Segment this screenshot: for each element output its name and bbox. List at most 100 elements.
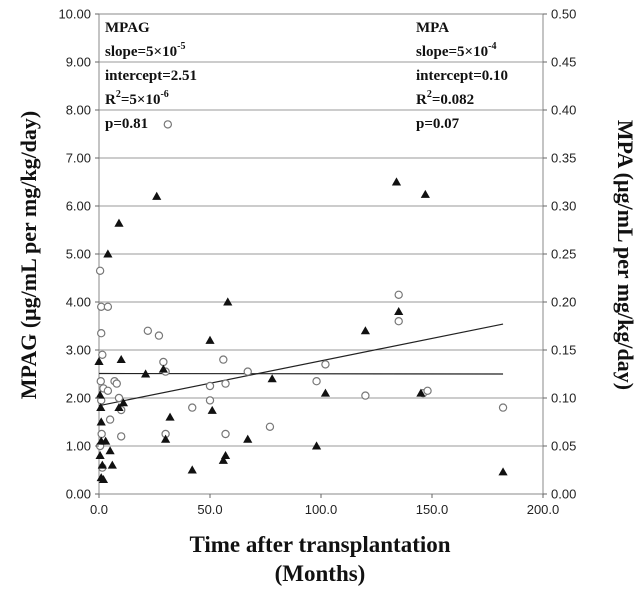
annotation-mpa-r2: R2=0.082 xyxy=(416,89,474,108)
mpa-point xyxy=(158,364,168,373)
mpag-point xyxy=(95,266,105,275)
mpag-point xyxy=(312,377,321,386)
mpa-point xyxy=(311,441,322,450)
mpag-point xyxy=(221,379,230,388)
mpa-point xyxy=(220,451,231,460)
mpa-point xyxy=(101,436,111,445)
mpag-point xyxy=(163,120,173,129)
annotation-mpag-r2: R2=5×10-6 xyxy=(105,89,169,108)
y-right-tick-label: 0.05 xyxy=(551,439,576,454)
y-right-tick-label: 0.10 xyxy=(551,391,576,406)
mpag-point xyxy=(103,386,113,395)
mpag-point xyxy=(98,350,107,359)
y-left-tick-label: 6.00 xyxy=(66,199,91,214)
y-right-tick-label: 0.15 xyxy=(551,343,576,358)
mpag-point xyxy=(105,415,115,424)
mpag-point xyxy=(188,403,197,412)
y-right-tick-label: 0.20 xyxy=(551,295,576,310)
mpa-point xyxy=(141,369,151,378)
mpa-point xyxy=(207,405,217,414)
mpag-point xyxy=(205,396,215,405)
mpag-point xyxy=(321,360,330,369)
y-left-tick-label: 5.00 xyxy=(66,247,91,262)
mpa-point xyxy=(391,177,402,186)
annotation-mpa-name: MPA xyxy=(416,20,449,36)
mpa-point xyxy=(161,434,171,443)
mpa-point xyxy=(103,249,113,258)
mpag-point xyxy=(423,386,432,395)
y-left-tick-label: 1.00 xyxy=(66,439,91,454)
annotation-mpa-slope: slope=5×10-4 xyxy=(416,41,496,60)
mpag-point xyxy=(394,290,403,299)
trendline-mpa xyxy=(98,323,504,407)
mpag-point xyxy=(112,379,121,388)
y-left-tick-label: 0.00 xyxy=(66,487,91,502)
annotation-mpa-intercept: intercept=0.10 xyxy=(416,68,508,84)
mpag-point xyxy=(394,317,403,326)
y-left-tick-label: 3.00 xyxy=(66,343,91,358)
annotation-mpag-intercept: intercept=2.51 xyxy=(105,68,197,84)
y-left-tick-label: 7.00 xyxy=(66,151,91,166)
mpag-point xyxy=(116,432,126,441)
mpa-point xyxy=(360,326,370,335)
x-tick-label: 150.0 xyxy=(416,502,449,517)
mpa-point xyxy=(96,403,106,412)
x-tick-label: 200.0 xyxy=(527,502,560,517)
mpag-point xyxy=(265,422,275,431)
mpag-point xyxy=(361,391,370,400)
y-right-tick-label: 0.00 xyxy=(551,487,576,502)
mpa-point xyxy=(95,390,105,399)
y-right-tick-label: 0.30 xyxy=(551,199,576,214)
y-right-tick-label: 0.45 xyxy=(551,55,576,70)
y-left-tick-label: 10.00 xyxy=(58,7,91,22)
x-tick-label: 50.0 xyxy=(197,502,222,517)
y-left-tick-label: 4.00 xyxy=(66,295,91,310)
mpag-point xyxy=(96,377,105,386)
mpag-point xyxy=(97,429,106,439)
annotation-mpag-name: MPAG xyxy=(105,20,150,36)
mpa-point xyxy=(320,388,331,397)
y-right-tick-label: 0.25 xyxy=(551,247,576,262)
y-left-tick-label: 8.00 xyxy=(66,103,91,118)
x-axis-title-line2: (Months) xyxy=(275,561,366,586)
mpa-point xyxy=(243,434,253,443)
mpag-point xyxy=(221,429,230,439)
mpa-point xyxy=(94,356,104,365)
y-axis-title-right: MPA (μg/mL per mg/kg/day) xyxy=(613,120,638,390)
mpa-point xyxy=(114,403,124,412)
y-right-tick-label: 0.40 xyxy=(551,103,576,118)
mpa-point xyxy=(105,446,115,455)
mpa-point xyxy=(223,297,233,306)
annotation-mpag: MPAG slope=5×10-5 intercept=2.51 R2=5×10… xyxy=(105,20,197,132)
annotation-mpag-slope: slope=5×10-5 xyxy=(105,41,185,60)
mpa-point xyxy=(498,467,508,476)
y-left-tick-label: 9.00 xyxy=(66,55,91,70)
y-left-tick-label: 2.00 xyxy=(66,391,91,406)
annotation-mpa: MPA slope=5×10-4 intercept=0.10 R2=0.082… xyxy=(416,20,508,132)
mpa-point xyxy=(394,307,404,316)
series-mpag-points xyxy=(95,120,508,472)
mpag-point xyxy=(159,357,168,367)
mpag-point xyxy=(114,393,124,403)
mpa-point xyxy=(114,218,124,227)
x-axis-title-line1: Time after transplantation xyxy=(189,532,450,557)
series-mpa-points xyxy=(94,177,508,484)
mpag-point xyxy=(97,329,106,338)
mpag-point xyxy=(219,355,228,364)
mpa-point xyxy=(218,455,228,464)
mpa-point xyxy=(107,460,117,469)
mpa-point xyxy=(118,398,129,407)
y-right-tick-label: 0.50 xyxy=(551,7,576,22)
mpag-point xyxy=(143,326,153,335)
x-tick-label: 100.0 xyxy=(305,502,338,517)
mpag-point xyxy=(103,302,113,311)
mpa-point xyxy=(97,460,107,469)
mpag-point xyxy=(154,331,164,340)
mpag-point xyxy=(205,381,215,391)
mpa-point xyxy=(187,465,197,474)
mpag-point xyxy=(243,367,252,376)
mpa-point xyxy=(98,475,109,484)
mpa-point xyxy=(95,451,105,460)
x-tick-label: 0.0 xyxy=(90,502,108,517)
y-right-tick-label: 0.35 xyxy=(551,151,576,166)
